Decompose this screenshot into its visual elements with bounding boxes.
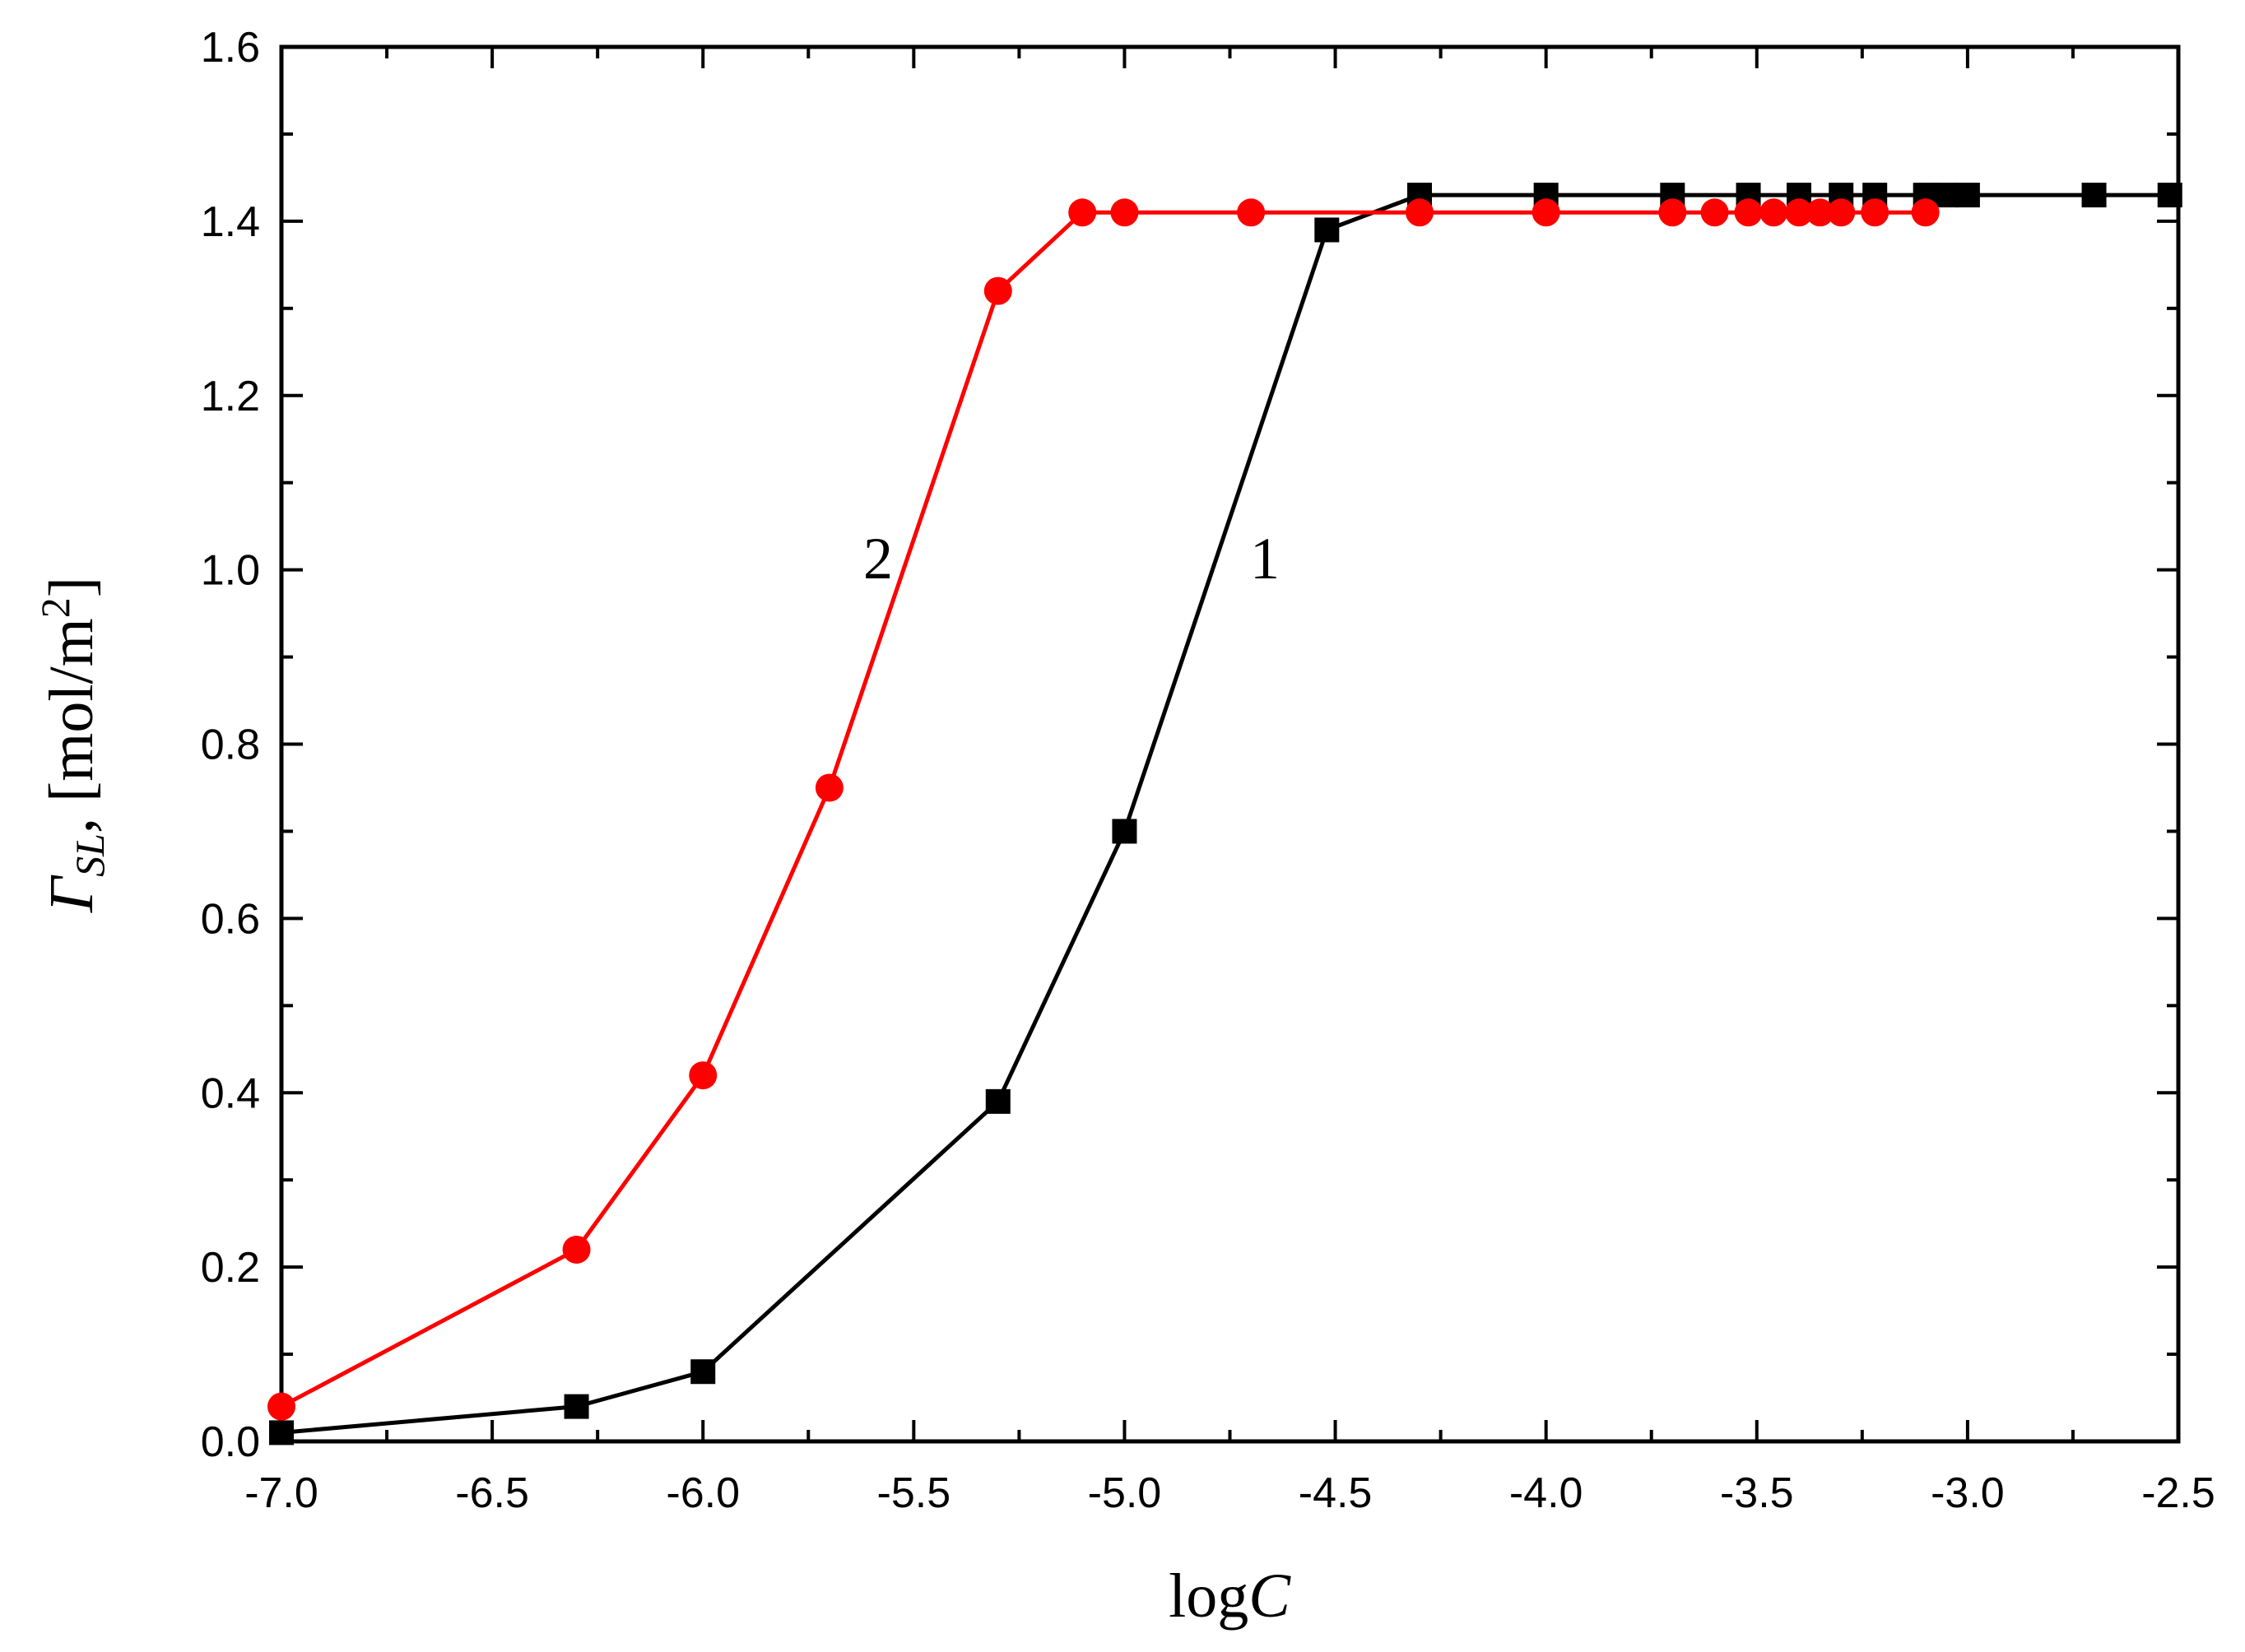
series-1-point [269,1420,294,1446]
series-2 [267,198,1940,1421]
y-tick-label: 0.0 [201,1418,260,1466]
y-tick-label: 0.4 [201,1070,260,1117]
y-tick-label: 1.0 [201,547,260,595]
series-2-point [689,1061,718,1090]
series-1-point [985,1088,1011,1114]
y-axis-title-subscript: SL [67,833,113,877]
y-tick-label: 1.6 [201,24,260,72]
x-tick-label: -4.5 [1299,1469,1373,1517]
series-2-point [1734,198,1763,227]
series-1-point [564,1394,589,1419]
series-2-point [1658,198,1687,227]
y-axis-title-sup: 2 [32,597,78,618]
series-2-point [815,773,844,802]
series-2-point [267,1392,295,1421]
x-axis-title-italic: C [1248,1562,1291,1631]
x-tick-label: -3.5 [1720,1469,1794,1517]
series-2-point [1532,198,1560,227]
x-tick-labels: -7.0 -6.5 -6.0 -5.5 -5.0 -4.5 -4.0 -3.5 -3.0 -2.5 [244,1469,2215,1517]
x-tick-label: -6.0 [666,1469,740,1517]
y-tick-label: 0.2 [201,1244,260,1292]
y-axis-title-close: ] [37,577,106,597]
y-axis-title-rest: , [mol/m [37,618,106,833]
series-2-point [983,276,1012,305]
series-1-point [1314,217,1340,243]
x-tick-label: -5.5 [877,1469,951,1517]
series-1-point [2081,183,2107,208]
y-axis-title-symbol: Γ [37,875,106,913]
series-2-point [1759,198,1788,227]
y-tick-label: 0.8 [201,722,260,769]
x-axis-title: logC [1169,1562,1291,1631]
series-2-point [1700,198,1729,227]
plot-frame [279,44,2181,1444]
series-1-point [1112,819,1137,844]
y-tick-label: 1.2 [201,373,260,420]
series-2-point [1068,198,1097,227]
axis-ticks [280,45,2180,1443]
series-1-point [690,1359,716,1385]
series-2-point [1237,198,1266,227]
series-2-point [1785,198,1813,227]
series-2-point [1911,198,1940,227]
series-1 [269,183,2182,1446]
y-tick-label: 1.4 [201,198,260,246]
series-group [267,183,2182,1446]
x-tick-label: -3.0 [1931,1469,2005,1517]
x-tick-label: -5.0 [1088,1469,1162,1517]
x-tick-label: -6.5 [455,1469,529,1517]
y-tick-label: 0.6 [201,895,260,943]
y-axis-title: ΓSL, [mol/m2] [32,577,113,913]
series-1-point [1954,183,1980,208]
curve-label-2: 2 [863,526,893,592]
series-2-point [1110,198,1139,227]
series-1-point [2157,183,2182,208]
x-axis-title-main: log [1169,1562,1248,1631]
series-2-point [1806,198,1834,227]
series-2-point [562,1235,591,1264]
x-tick-label: -7.0 [244,1469,318,1517]
x-tick-label: -2.5 [2141,1469,2215,1517]
series-2-point [1827,198,1856,227]
series-1-point [1934,183,1959,208]
series-2-point [1406,198,1434,227]
series-2-point [1861,198,1889,227]
series-2-line [280,210,1926,1408]
curve-label-1: 1 [1250,526,1280,592]
y-tick-labels: 0.0 0.2 0.4 0.6 0.8 1.0 1.2 1.4 1.6 [201,24,260,1466]
x-tick-label: -4.0 [1509,1469,1583,1517]
